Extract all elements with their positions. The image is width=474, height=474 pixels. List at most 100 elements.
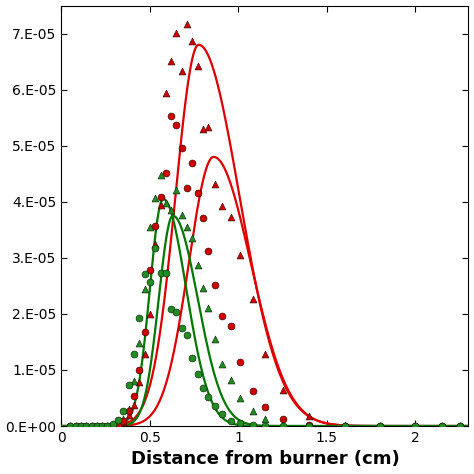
Point bbox=[125, 381, 132, 389]
Point bbox=[66, 422, 74, 430]
Point bbox=[98, 422, 106, 430]
Point bbox=[305, 412, 313, 419]
Point bbox=[125, 411, 132, 419]
Point bbox=[211, 335, 219, 343]
Point bbox=[72, 422, 79, 430]
Point bbox=[151, 222, 159, 229]
Point bbox=[194, 261, 201, 268]
Point bbox=[88, 422, 95, 430]
Point bbox=[237, 358, 244, 365]
Point bbox=[157, 201, 164, 209]
Point bbox=[341, 422, 348, 430]
Point bbox=[72, 422, 79, 430]
Point bbox=[199, 284, 207, 292]
Point bbox=[136, 314, 143, 321]
Point bbox=[109, 420, 117, 428]
Point bbox=[261, 422, 269, 429]
Point bbox=[438, 422, 446, 430]
Point bbox=[136, 366, 143, 374]
Point bbox=[178, 324, 185, 331]
Point bbox=[204, 393, 212, 401]
X-axis label: Distance from burner (cm): Distance from burner (cm) bbox=[130, 450, 399, 468]
Point bbox=[141, 350, 148, 357]
Point bbox=[411, 422, 419, 430]
Point bbox=[204, 304, 212, 312]
Point bbox=[66, 422, 74, 430]
Point bbox=[279, 386, 286, 394]
Point bbox=[249, 421, 256, 429]
Point bbox=[162, 269, 170, 277]
Point bbox=[167, 112, 175, 119]
Point bbox=[341, 421, 348, 429]
Point bbox=[219, 361, 226, 368]
Point bbox=[237, 251, 244, 258]
Point bbox=[279, 422, 286, 430]
Point bbox=[98, 422, 106, 430]
Point bbox=[178, 145, 185, 152]
Point bbox=[411, 422, 419, 430]
Point bbox=[130, 401, 138, 408]
Point bbox=[438, 422, 446, 430]
Point bbox=[438, 422, 446, 430]
Point bbox=[119, 407, 127, 415]
Point bbox=[130, 377, 138, 384]
Point bbox=[157, 172, 164, 179]
Point bbox=[104, 422, 111, 429]
Point bbox=[189, 38, 196, 46]
Point bbox=[125, 408, 132, 415]
Point bbox=[77, 422, 85, 430]
Point bbox=[167, 57, 175, 65]
Point bbox=[162, 199, 170, 207]
Point bbox=[130, 350, 138, 357]
Point bbox=[237, 394, 244, 401]
Point bbox=[125, 405, 132, 412]
Point bbox=[261, 350, 269, 358]
Point bbox=[411, 422, 419, 430]
Point bbox=[189, 159, 196, 167]
Point bbox=[130, 392, 138, 400]
Point bbox=[104, 422, 111, 429]
Point bbox=[305, 422, 313, 430]
Point bbox=[305, 421, 313, 429]
Point bbox=[157, 193, 164, 201]
Point bbox=[219, 312, 226, 320]
Point bbox=[228, 322, 235, 330]
Point bbox=[98, 422, 106, 430]
Point bbox=[93, 422, 100, 430]
Point bbox=[146, 223, 154, 231]
Point bbox=[178, 67, 185, 75]
Point bbox=[411, 422, 419, 430]
Point bbox=[376, 422, 384, 430]
Point bbox=[88, 422, 95, 430]
Point bbox=[151, 244, 159, 252]
Point bbox=[211, 402, 219, 410]
Point bbox=[341, 422, 348, 430]
Point bbox=[77, 422, 85, 430]
Point bbox=[183, 184, 191, 191]
Point bbox=[167, 207, 175, 214]
Point bbox=[151, 240, 159, 247]
Point bbox=[82, 422, 90, 430]
Point bbox=[66, 422, 74, 430]
Point bbox=[88, 422, 95, 430]
Point bbox=[119, 415, 127, 422]
Point bbox=[183, 331, 191, 339]
Point bbox=[93, 422, 100, 430]
Point bbox=[456, 422, 464, 430]
Point bbox=[199, 214, 207, 221]
Point bbox=[66, 422, 74, 430]
Point bbox=[72, 422, 79, 430]
Point bbox=[376, 422, 384, 430]
Point bbox=[93, 422, 100, 430]
Point bbox=[219, 202, 226, 210]
Point bbox=[438, 422, 446, 430]
Point bbox=[82, 422, 90, 430]
Point bbox=[141, 328, 148, 336]
Point bbox=[204, 124, 212, 131]
Point bbox=[109, 422, 117, 429]
Point bbox=[157, 269, 164, 277]
Point bbox=[141, 271, 148, 278]
Point bbox=[376, 422, 384, 430]
Point bbox=[211, 282, 219, 289]
Point bbox=[199, 125, 207, 133]
